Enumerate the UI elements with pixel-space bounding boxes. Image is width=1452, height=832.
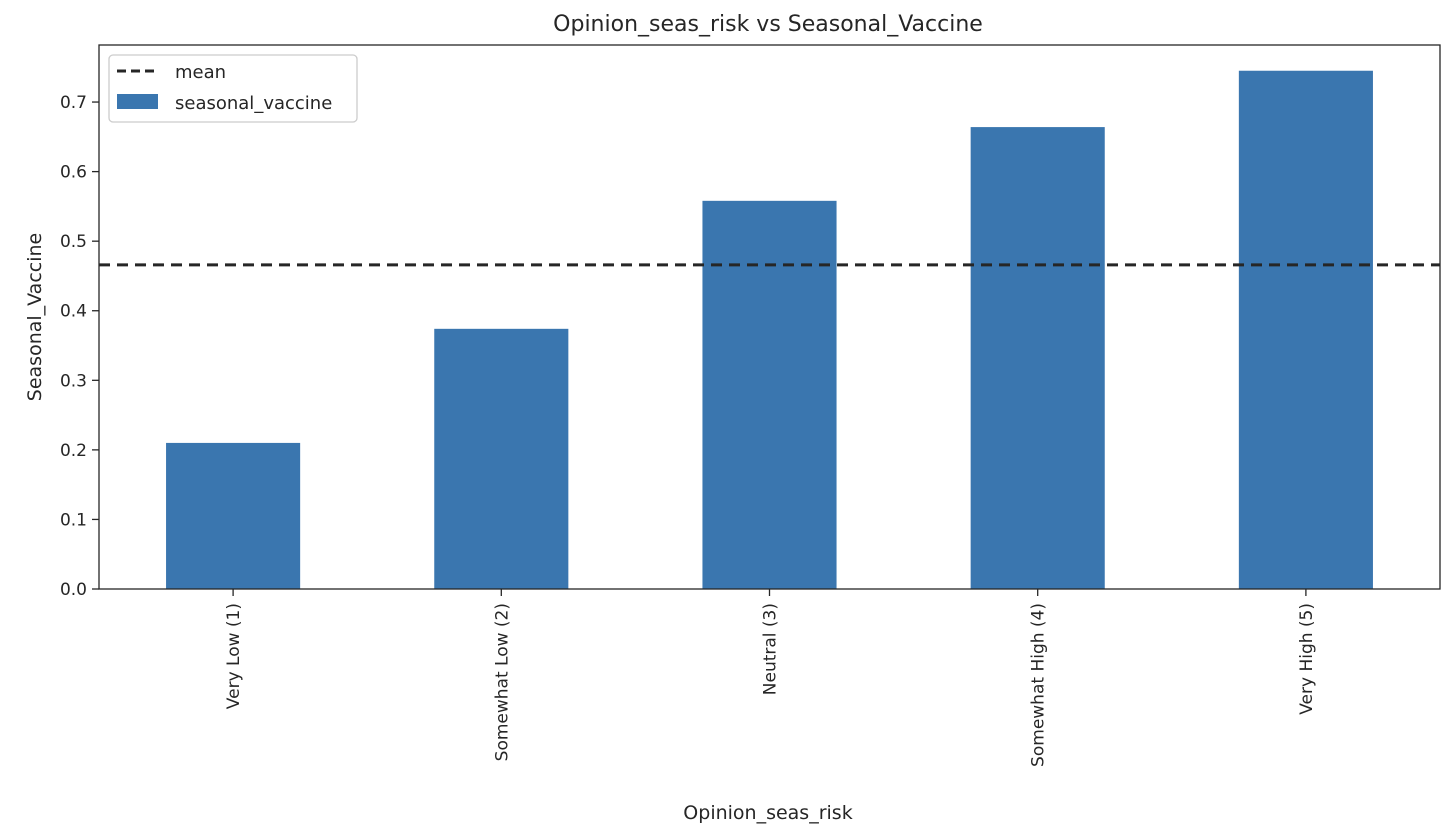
y-tick-label: 0.2 xyxy=(60,441,87,461)
x-axis: Very Low (1) Somewhat Low (2) Neutral (3) S… xyxy=(224,589,1317,767)
x-tick-label: Somewhat Low (2) xyxy=(492,603,512,761)
legend-box xyxy=(108,54,358,123)
y-tick-label: 0.3 xyxy=(60,371,87,391)
x-tick-label: Very High (5) xyxy=(1297,603,1317,715)
y-tick-label: 0.5 xyxy=(60,232,87,252)
x-tick-label: Very Low (1) xyxy=(224,603,244,709)
y-axis: 0.0 0.1 0.2 0.3 0.4 0.5 0.6 0.7 xyxy=(60,93,99,600)
bar xyxy=(434,328,569,589)
y-axis-label: Seasonal_Vaccine xyxy=(24,233,46,401)
plot-area xyxy=(98,44,1441,590)
bars-group xyxy=(166,70,1373,589)
y-tick-label: 0.0 xyxy=(60,580,87,600)
legend: mean seasonal_vaccine xyxy=(108,54,358,123)
y-tick-label: 0.4 xyxy=(60,302,87,322)
y-tick-label: 0.1 xyxy=(60,510,87,530)
x-tick-label: Somewhat High (4) xyxy=(1029,603,1049,767)
legend-bar-swatch xyxy=(117,94,158,109)
legend-label-mean: mean xyxy=(175,62,226,83)
x-axis-label: Opinion_seas_risk xyxy=(683,802,852,824)
bar xyxy=(702,200,837,589)
y-tick-label: 0.7 xyxy=(60,93,87,113)
chart-title: Opinion_seas_risk vs Seasonal_Vaccine xyxy=(553,12,983,37)
y-tick-label: 0.6 xyxy=(60,163,87,183)
bar xyxy=(970,127,1105,589)
bar xyxy=(166,442,301,589)
legend-label-series: seasonal_vaccine xyxy=(175,93,332,114)
bar xyxy=(1238,70,1373,589)
x-tick-label: Neutral (3) xyxy=(761,603,781,695)
